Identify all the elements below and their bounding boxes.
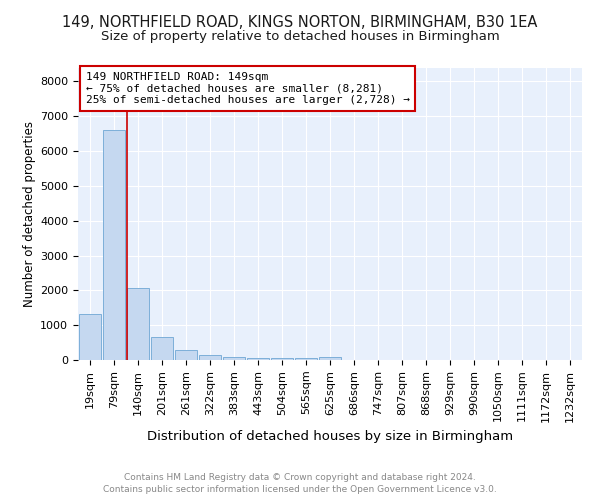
Text: Size of property relative to detached houses in Birmingham: Size of property relative to detached ho… [101,30,499,43]
Bar [103,130,125,360]
Bar [223,357,245,360]
Y-axis label: Number of detached properties: Number of detached properties [23,120,36,306]
Text: Contains HM Land Registry data © Crown copyright and database right 2024.: Contains HM Land Registry data © Crown c… [124,472,476,482]
Bar [247,358,269,360]
Bar [295,358,317,360]
X-axis label: Distribution of detached houses by size in Birmingham: Distribution of detached houses by size … [147,430,513,443]
Text: 149, NORTHFIELD ROAD, KINGS NORTON, BIRMINGHAM, B30 1EA: 149, NORTHFIELD ROAD, KINGS NORTON, BIRM… [62,15,538,30]
Bar [151,336,173,360]
Bar [175,350,197,360]
Text: 149 NORTHFIELD ROAD: 149sqm
← 75% of detached houses are smaller (8,281)
25% of : 149 NORTHFIELD ROAD: 149sqm ← 75% of det… [86,72,410,105]
Bar [199,355,221,360]
Bar [127,288,149,360]
Bar [79,314,101,360]
Text: Contains public sector information licensed under the Open Government Licence v3: Contains public sector information licen… [103,485,497,494]
Bar [271,358,293,360]
Bar [319,357,341,360]
